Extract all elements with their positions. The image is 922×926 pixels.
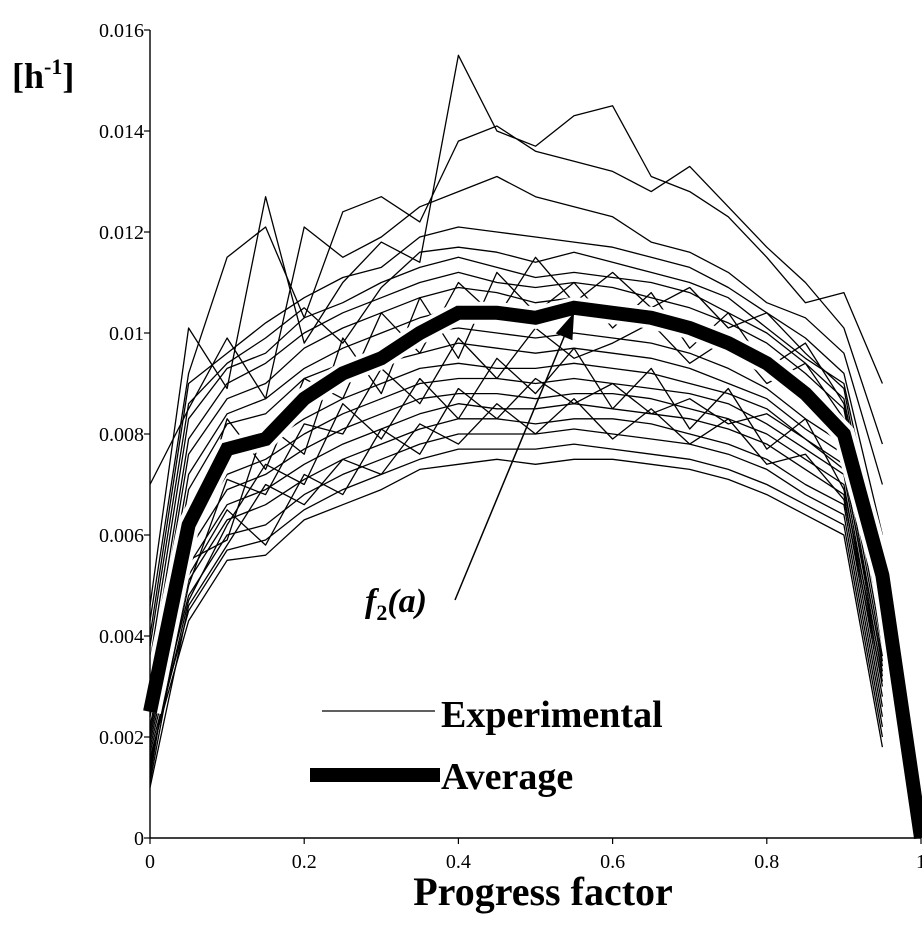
experimental-line-14 [149,392,884,733]
y-tick-label: 0.006 [99,525,144,547]
experimental-line-10 [149,327,884,702]
experimental-line-17 [149,428,884,748]
legend-average-label: Average [441,756,573,798]
y-tick-label: 0.008 [99,424,144,446]
annotation-label: f2(a) [365,583,427,625]
experimental-line-21 [149,322,884,768]
x-axis-label: Progress factor [413,869,673,914]
experimental-line-15 [149,403,884,738]
legend-experimental-label: Experimental [441,694,663,736]
annotation-arrow [454,312,575,601]
y-tick-label: 0.016 [99,20,144,42]
x-tick-label: 0.4 [446,851,471,873]
experimental-line-2 [149,125,884,622]
x-ticks-group: 0 0.2 0.4 0.6 0.8 1 [145,838,922,873]
average-line [143,300,922,840]
x-tick-label: 1 [916,851,922,873]
experimental-line-19 [149,458,884,758]
x-tick-label: 0.6 [600,851,625,873]
experimental-line-4 [149,226,884,637]
y-axis-label: [h-1] [12,54,74,96]
average-series-group [139,296,922,840]
experimental-line-24 [149,377,884,783]
experimental-line-7 [149,271,884,677]
y-tick-label: 0.004 [99,626,144,648]
experimental-line-5 [149,246,884,647]
experimental-line-6 [149,256,884,662]
x-tick-label: 0.8 [754,851,779,873]
y-tick-label: 0.014 [99,121,144,143]
x-tick-label: 0.2 [292,851,317,873]
y-tick-label: 0.012 [99,222,144,244]
experimental-line-3 [149,175,884,485]
experimental-line-18 [149,443,884,753]
experimental-line-23 [149,256,884,778]
experimental-line-20 [149,347,884,763]
x-tick-label: 0 [145,851,155,873]
experimental-line-25 [149,398,884,788]
experimental-series-group [149,54,884,788]
y-ticks-group: 0 0.002 0.004 0.006 0.008 0.01 0.012 0.014 0.016 [99,20,150,850]
annotation-arrowhead [555,312,575,341]
y-tick-label: 0.01 [109,323,144,345]
y-tick-label: 0 [134,828,144,850]
legend: Experimental Average [310,694,663,798]
y-tick-label: 0.002 [99,727,144,749]
